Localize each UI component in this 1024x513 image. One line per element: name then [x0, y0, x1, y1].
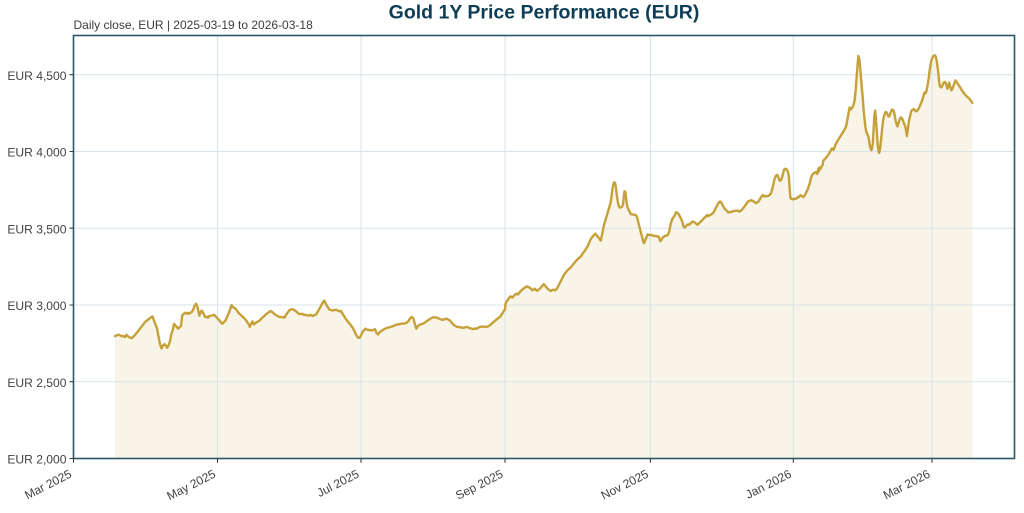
svg-text:EUR 4,500: EUR 4,500 [7, 69, 66, 83]
svg-text:EUR 3,500: EUR 3,500 [7, 222, 66, 236]
svg-text:EUR 2,500: EUR 2,500 [7, 376, 66, 390]
svg-text:Gold 1Y Price Performance (EUR: Gold 1Y Price Performance (EUR) [389, 1, 700, 23]
svg-text:Daily close, EUR | 2025-03-19: Daily close, EUR | 2025-03-19 to 2026-03… [74, 18, 314, 32]
svg-text:EUR 2,000: EUR 2,000 [7, 453, 66, 467]
svg-text:EUR 4,000: EUR 4,000 [7, 146, 66, 160]
svg-text:EUR 3,000: EUR 3,000 [7, 299, 66, 313]
